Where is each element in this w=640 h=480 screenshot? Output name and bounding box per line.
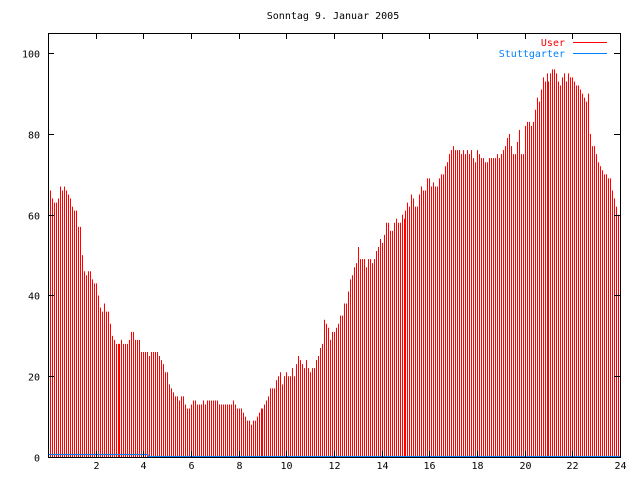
y-tick-label: 40	[28, 292, 40, 303]
x-tick-label: 6	[188, 461, 194, 472]
y-tick-label: 60	[28, 212, 40, 223]
x-tick-label: 8	[236, 461, 242, 472]
x-tick-label: 12	[328, 461, 340, 472]
y-tick-label: 20	[28, 373, 40, 384]
x-tick-label: 22	[566, 461, 578, 472]
x-tick-label: 20	[519, 461, 531, 472]
stuttgarter-line	[48, 453, 620, 457]
x-tick-label: 24	[614, 461, 626, 472]
x-tick-label: 14	[376, 461, 388, 472]
legend-label-user: User	[541, 38, 565, 49]
y-tick-label: 80	[28, 131, 40, 142]
legend: User Stuttgarter	[499, 38, 607, 60]
x-tick-label: 2	[93, 461, 99, 472]
x-tick-label: 18	[471, 461, 483, 472]
user-impulses	[48, 69, 619, 457]
x-tick-label: 16	[423, 461, 435, 472]
x-tick-label: 10	[280, 461, 292, 472]
x-tick-label: 4	[140, 461, 146, 472]
y-tick-label: 0	[34, 454, 40, 465]
stuttgarter-series	[48, 453, 620, 457]
y-tick-label: 100	[22, 50, 40, 61]
legend-label-stuttgarter: Stuttgarter	[499, 49, 565, 60]
chart-title: Sonntag 9. Januar 2005	[267, 11, 399, 22]
